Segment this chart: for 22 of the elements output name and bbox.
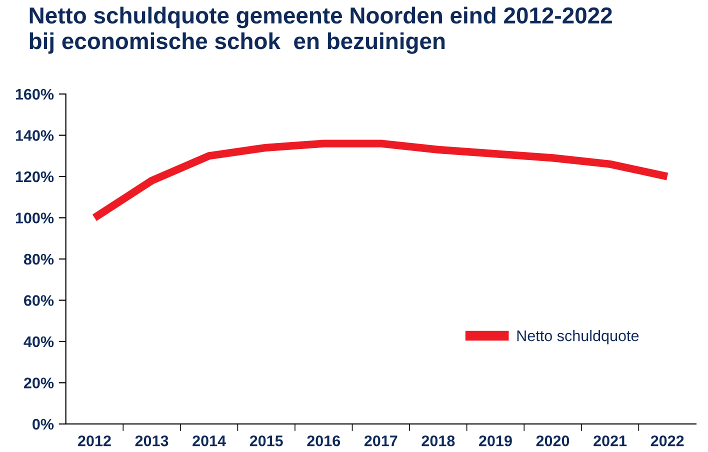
y-tick-label: 160% (16, 88, 54, 100)
x-tick-label: 2017 (364, 435, 398, 446)
y-tick-label: 0% (32, 418, 54, 430)
y-tick-label: 100% (16, 212, 54, 224)
x-tick-label: 2021 (594, 435, 627, 446)
x-tick-label: 2015 (250, 435, 283, 446)
x-tick-label: 2013 (135, 435, 168, 446)
y-tick-label: 60% (24, 295, 54, 306)
x-tick-label: 2020 (536, 435, 570, 446)
x-tick-label: 2018 (422, 435, 455, 446)
y-tick-label: 140% (16, 130, 54, 141)
x-tick-label: 2019 (479, 435, 512, 446)
x-tick-label: 2014 (192, 435, 226, 446)
chart-title: Netto schuldquote gemeente Noorden eind 2012-2022 bij economische schok en bezuinigen (30, 6, 612, 54)
y-tick-label: 40% (24, 336, 54, 348)
y-tick-label: 20% (24, 378, 54, 388)
y-tick-label: 80% (24, 254, 54, 265)
x-tick-label: 2016 (307, 435, 340, 446)
x-tick-label: 2022 (650, 435, 684, 446)
legend-label: Netto schuldquote (517, 330, 639, 344)
y-tick-label: 120% (16, 171, 54, 182)
x-tick-label: 2012 (78, 435, 111, 446)
